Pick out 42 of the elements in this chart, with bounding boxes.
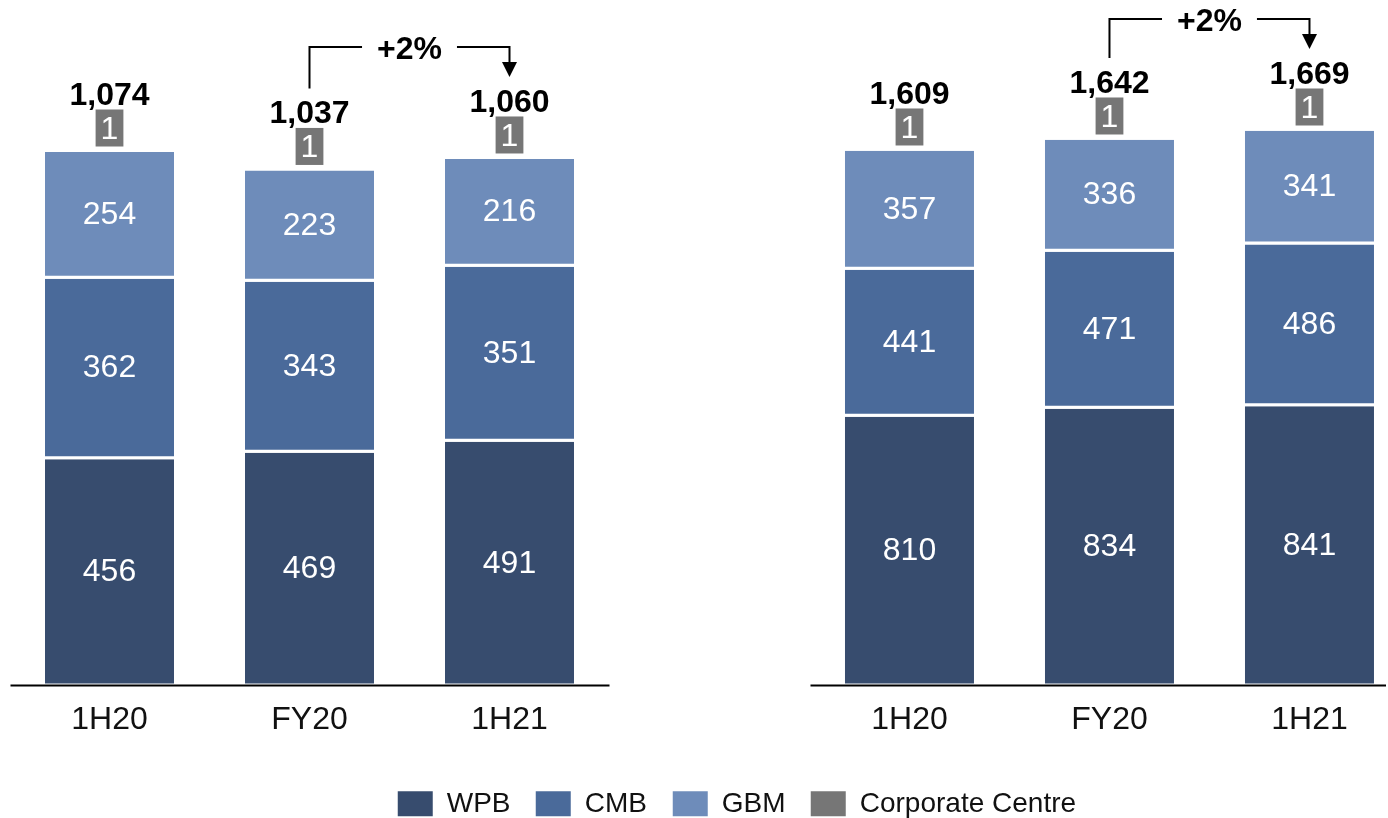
data-label: 834: [1082, 527, 1137, 564]
data-label: 810: [882, 531, 937, 568]
data-label: 362: [82, 348, 137, 385]
data-label: 351: [482, 333, 537, 370]
legend-label: WPB: [446, 786, 511, 818]
legend-label: GBM: [721, 786, 786, 818]
data-label: 1: [100, 110, 119, 146]
legend-label: Corporate Centre: [859, 786, 1077, 818]
data-label: 336: [1082, 175, 1137, 212]
data-label: 223: [282, 205, 337, 242]
data-label: 1: [500, 116, 519, 153]
data-label: 357: [882, 189, 937, 226]
data-label: 1: [300, 128, 319, 165]
data-label: 456: [82, 552, 137, 589]
data-label: 1: [900, 108, 919, 145]
x-tick-label: FY20: [1071, 699, 1148, 736]
data-label: 343: [282, 346, 337, 383]
x-tick-label: FY20: [271, 699, 348, 736]
total-label: 1,642: [1069, 63, 1150, 100]
x-tick-label: 1H21: [1271, 699, 1348, 736]
text: +2%: [377, 29, 442, 66]
data-label: 216: [482, 192, 537, 229]
x-tick-label: 1H21: [471, 699, 548, 736]
total-label: 1,669: [1269, 55, 1350, 91]
text: +2%: [1177, 2, 1242, 38]
total-label: 1,609: [869, 74, 950, 111]
x-tick-label: 1H20: [871, 699, 948, 736]
total-label: 1,074: [69, 76, 150, 112]
data-label: 471: [1082, 309, 1137, 346]
data-label: 1: [1100, 97, 1119, 134]
data-label: 491: [482, 543, 537, 580]
data-label: 254: [82, 194, 137, 231]
data-label: 841: [1282, 525, 1337, 562]
data-label: 341: [1282, 167, 1337, 204]
data-label: 441: [882, 322, 937, 359]
data-label: 1: [1300, 89, 1319, 125]
legend-label: CMB: [584, 786, 647, 818]
total-label: 1,037: [269, 94, 350, 131]
total-label: 1,060: [469, 82, 550, 119]
data-label: 469: [282, 549, 337, 586]
data-label: 486: [1282, 304, 1337, 341]
x-tick-label: 1H20: [71, 699, 148, 736]
